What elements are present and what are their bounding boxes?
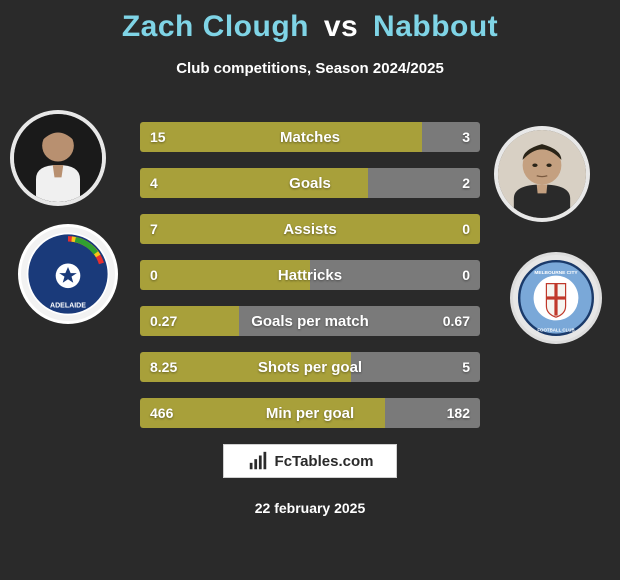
stat-row: 42Goals [140, 168, 480, 198]
player2-avatar [494, 126, 590, 222]
chart-icon [247, 450, 269, 472]
stat-row: 466182Min per goal [140, 398, 480, 428]
comparison-title: Zach Clough vs Nabbout [0, 0, 620, 44]
stat-label: Matches [140, 122, 480, 152]
stat-row: 70Assists [140, 214, 480, 244]
watermark-badge: FcTables.com [223, 444, 397, 478]
stat-label: Assists [140, 214, 480, 244]
vs-text: vs [324, 10, 358, 43]
stat-bars: 153Matches 42Goals 70Assists 00Hattricks 0.2… [140, 122, 480, 444]
stat-label: Min per goal [140, 398, 480, 428]
club-right-text-top: MELBOURNE CITY [534, 270, 578, 276]
stat-row: 153Matches [140, 122, 480, 152]
club-left-text: ADELAIDE [50, 302, 86, 309]
club-right-text-bottom: FOOTBALL CLUB [537, 328, 574, 333]
stat-row: 8.255Shots per goal [140, 352, 480, 382]
player2-club-badge: MELBOURNE CITY FOOTBALL CLUB [510, 252, 602, 344]
player2-name: Nabbout [373, 10, 498, 43]
watermark-text: FcTables.com [275, 453, 374, 470]
player1-avatar [10, 110, 106, 206]
stat-label: Goals [140, 168, 480, 198]
subtitle: Club competitions, Season 2024/2025 [0, 60, 620, 77]
stat-label: Shots per goal [140, 352, 480, 382]
player1-name: Zach Clough [122, 10, 309, 43]
stat-row: 00Hattricks [140, 260, 480, 290]
stat-label: Hattricks [140, 260, 480, 290]
stat-label: Goals per match [140, 306, 480, 336]
player1-club-badge: ADELAIDE [18, 224, 118, 324]
stat-row: 0.270.67Goals per match [140, 306, 480, 336]
footer-date: 22 february 2025 [0, 500, 620, 516]
